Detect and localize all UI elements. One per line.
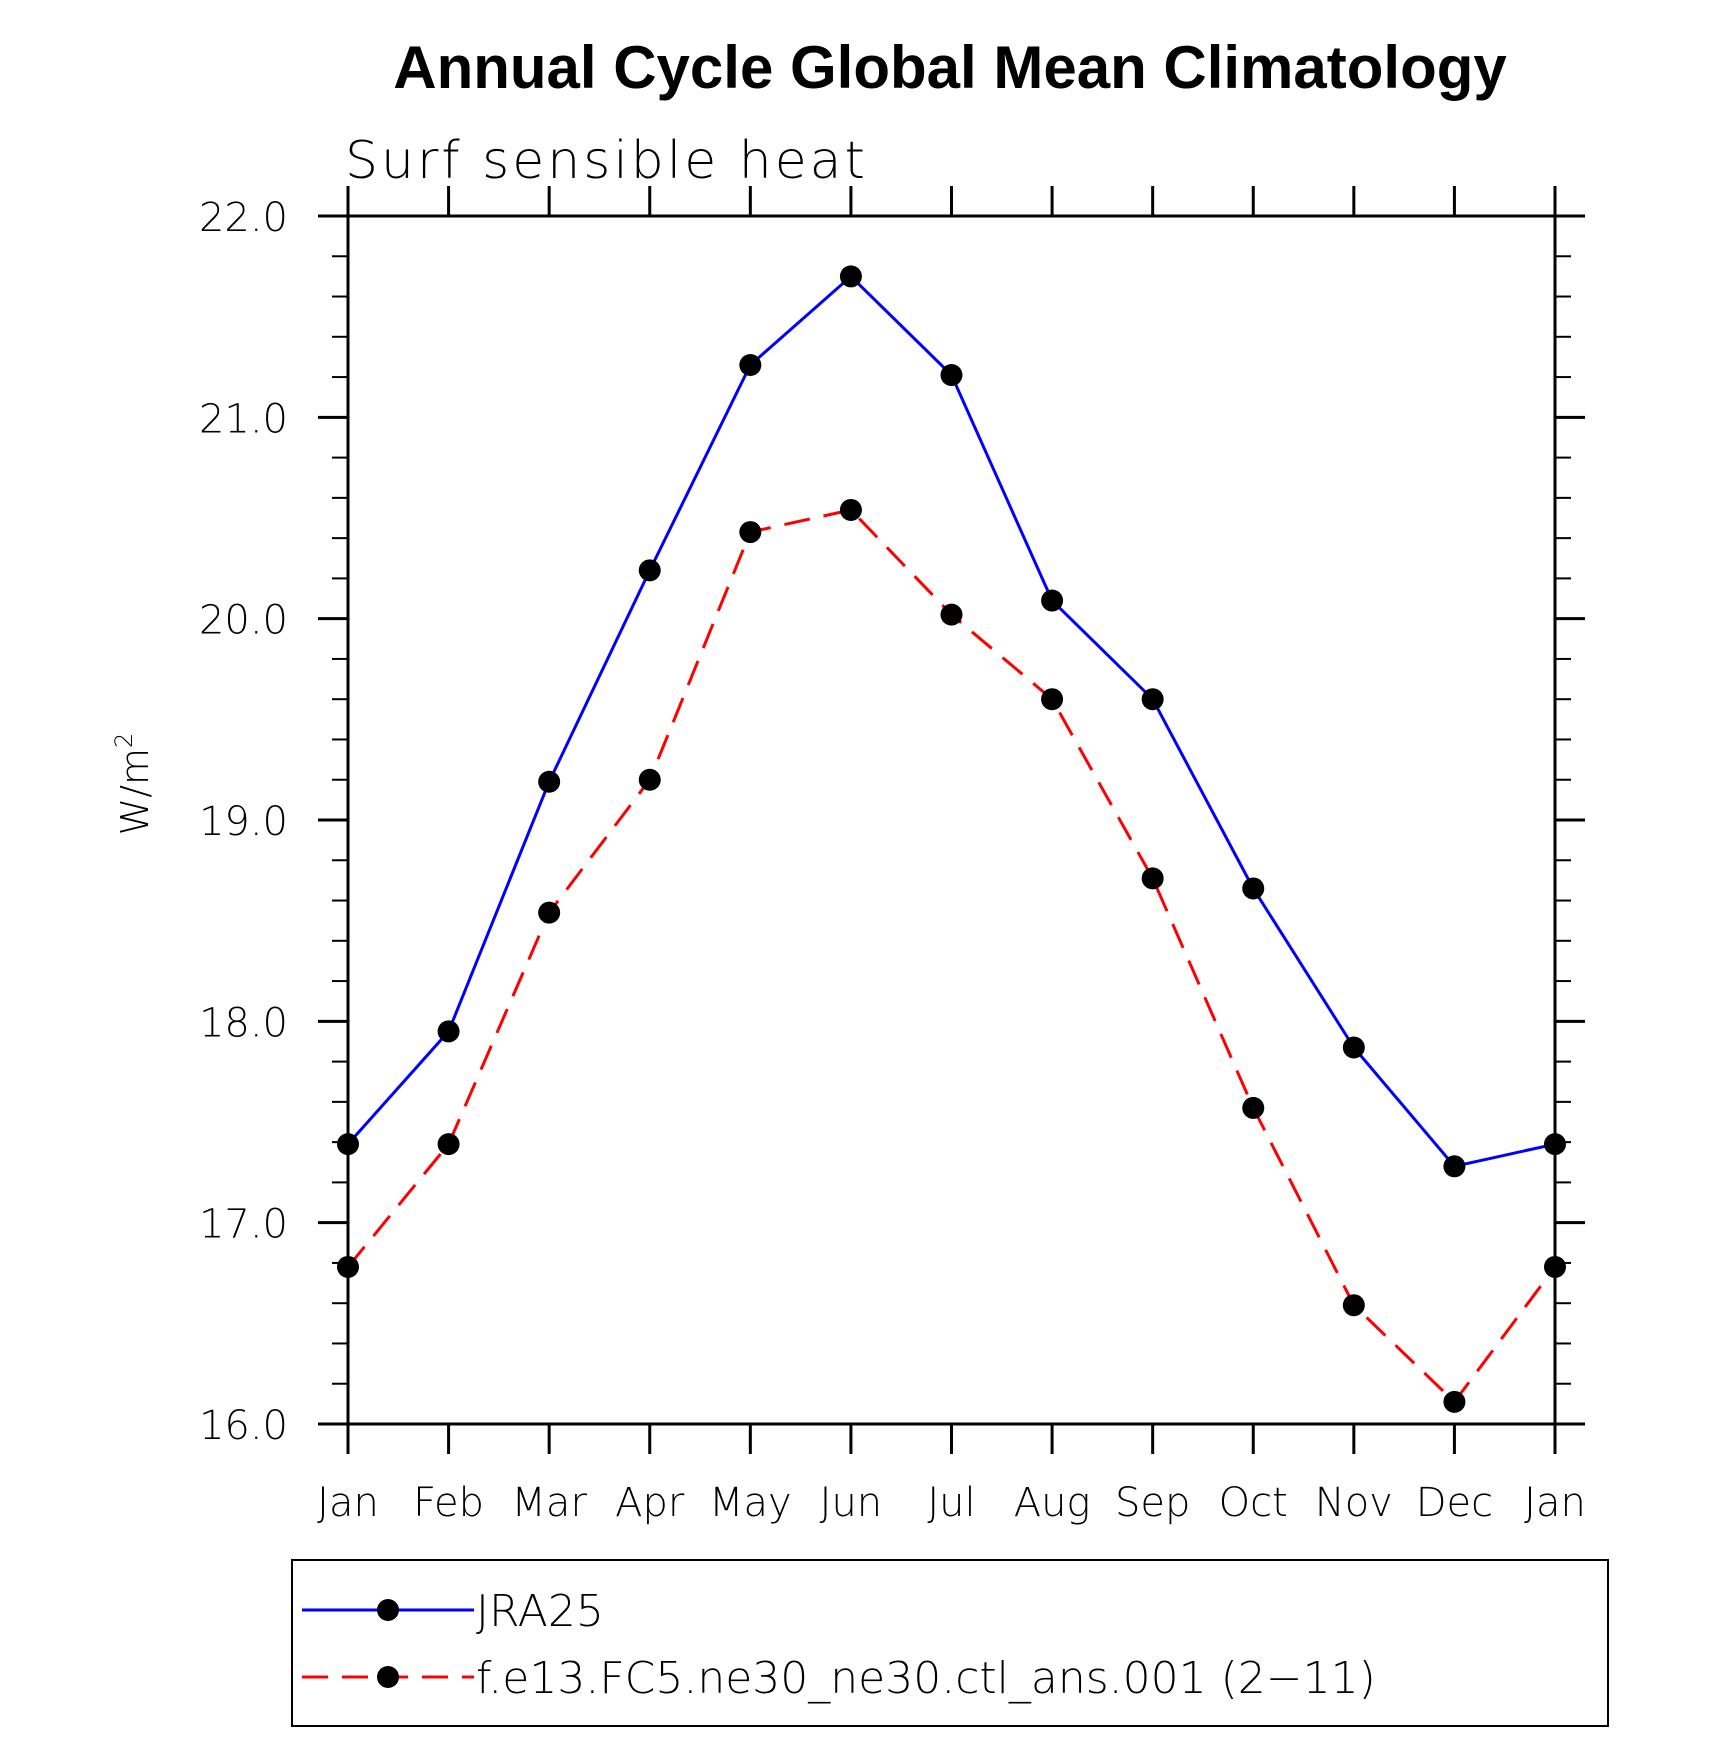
series-0-point xyxy=(1342,1036,1365,1059)
series-0-point xyxy=(337,1133,359,1156)
plot-frame xyxy=(346,214,1557,1426)
series-1-point xyxy=(337,1255,359,1278)
series-line-1 xyxy=(346,508,1557,1405)
series-0-point xyxy=(437,1020,460,1043)
series-0-point xyxy=(1544,1133,1566,1156)
x-tick-label: Apr xyxy=(615,1480,685,1526)
x-tick-label: Mar xyxy=(511,1480,587,1526)
x-tick-label: Feb xyxy=(413,1480,484,1526)
legend: JRA25 f.e13.FC5.ne30_ne30.ctl_ans.001 (2−… xyxy=(291,1559,1609,1727)
chart-title: Annual Cycle Global Mean Climatology xyxy=(393,34,1507,101)
series-1-point xyxy=(1443,1390,1466,1413)
series-1-point xyxy=(1041,688,1064,711)
axes: Jan Feb Mar Apr May Jun Jul Aug Sep Oct Nov Dec Jan 1… xyxy=(199,186,1586,1526)
y-tick-label: 21.0 xyxy=(199,396,288,442)
series-0-point xyxy=(1443,1155,1466,1178)
legend-box xyxy=(291,1559,1609,1727)
legend-label-1: f.e13.FC5.ne30_ne30.ctl_ans.001 (2−11) xyxy=(476,1653,1376,1704)
y-axis-label: W/m2 xyxy=(110,733,157,836)
y-tick-label: 20.0 xyxy=(199,598,288,644)
series-1-point xyxy=(437,1133,460,1156)
series-0-point xyxy=(1242,877,1265,900)
x-tick-label: Oct xyxy=(1219,1480,1288,1526)
series-0-point xyxy=(739,353,762,376)
series-0-point xyxy=(1141,688,1164,711)
svg-text:W/m2: W/m2 xyxy=(110,733,157,836)
series-0-point xyxy=(638,559,661,582)
x-tick-label: Aug xyxy=(1014,1480,1091,1526)
x-tick-label: Jun xyxy=(820,1480,883,1526)
series-1-point xyxy=(839,498,862,521)
x-tick-label: Sep xyxy=(1115,1480,1190,1526)
series-layer xyxy=(337,265,1566,1413)
y-tick-label: 16.0 xyxy=(199,1403,288,1449)
y-tick-label: 19.0 xyxy=(199,799,288,845)
series-0-point xyxy=(1041,589,1064,612)
y-tick-label: 17.0 xyxy=(199,1202,288,1248)
y-axis-label-superscript: 2 xyxy=(110,733,138,748)
series-1-point xyxy=(940,603,963,626)
legend-marker-1 xyxy=(377,1666,399,1688)
series-line-0 xyxy=(346,274,1556,1168)
legend-marker-0 xyxy=(377,1599,399,1621)
y-tick-label: 18.0 xyxy=(199,1000,288,1046)
y-axis-label-base: W/m xyxy=(113,748,157,835)
x-tick-label: May xyxy=(709,1480,792,1526)
series-1-point xyxy=(1544,1255,1566,1278)
x-tick-label: Jan xyxy=(1524,1480,1586,1526)
series-1-point xyxy=(1242,1096,1265,1119)
series-0-point xyxy=(839,265,862,288)
series-0-point xyxy=(538,770,561,793)
series-1-point xyxy=(739,521,762,544)
series-1-point xyxy=(1141,867,1164,890)
chart-subtitle: Surf sensible heat xyxy=(345,131,868,191)
y-tick-label: 22.0 xyxy=(199,195,288,241)
series-1-point xyxy=(1342,1294,1365,1317)
legend-label-0: JRA25 xyxy=(476,1586,604,1637)
x-tick-label: Jul xyxy=(927,1480,975,1526)
series-1-point xyxy=(638,768,661,791)
x-tick-label: Dec xyxy=(1416,1480,1493,1526)
x-tick-label: Nov xyxy=(1315,1480,1393,1526)
series-1-point xyxy=(538,901,561,924)
x-tick-label: Jan xyxy=(317,1480,379,1526)
series-0-point xyxy=(940,364,963,387)
